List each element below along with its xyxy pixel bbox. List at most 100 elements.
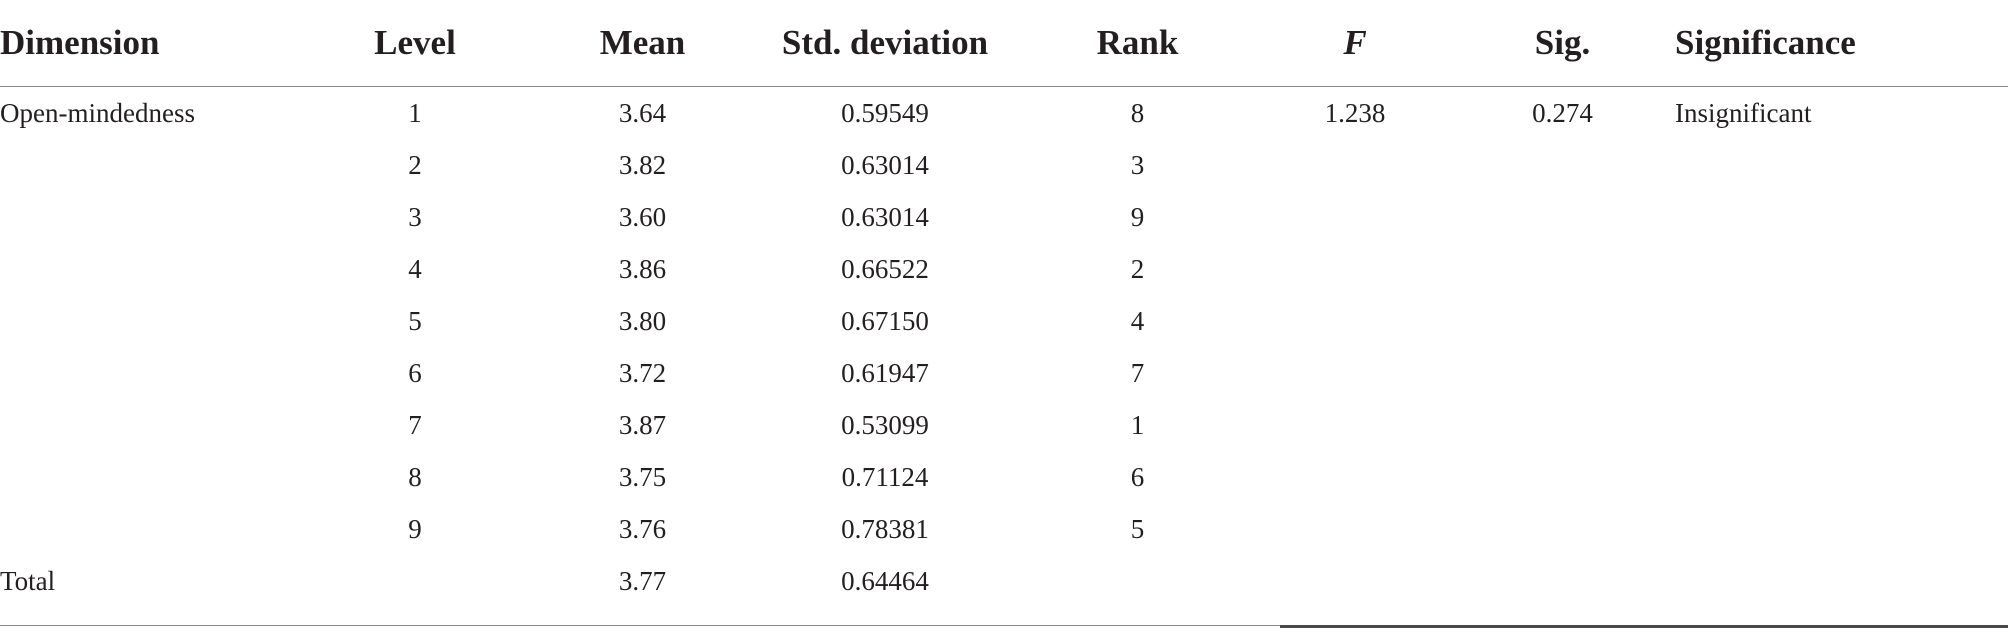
cell-significance — [1675, 555, 2008, 607]
table-body: Open-mindedness 1 3.64 0.59549 8 1.238 0.274 In… — [0, 87, 2008, 608]
cell-sig — [1450, 503, 1675, 555]
header-dimension: Dimension — [0, 0, 300, 87]
cell-significance — [1675, 191, 2008, 243]
cell-sig — [1450, 555, 1675, 607]
table-row: 9 3.76 0.78381 5 — [0, 503, 2008, 555]
cell-level: 2 — [408, 149, 422, 180]
cell-level — [300, 555, 530, 607]
cell-mean: 3.82 — [618, 149, 667, 180]
cell-mean: 3.77 — [618, 565, 667, 596]
cell-std-deviation: 0.59549 — [841, 97, 929, 128]
cell-level: 8 — [408, 461, 422, 492]
cell-dimension — [0, 347, 300, 399]
cell-sig — [1450, 295, 1675, 347]
cell-mean: 3.64 — [618, 97, 667, 128]
cell-rank: 8 — [1130, 97, 1145, 128]
table-row: 8 3.75 0.71124 6 — [0, 451, 2008, 503]
cell-std-deviation: 0.64464 — [841, 565, 929, 596]
table-row: Total 3.77 0.64464 — [0, 555, 2008, 607]
header-f-label: F — [1343, 23, 1367, 62]
cell-dimension: Open-mindedness — [0, 97, 195, 128]
table-row: 4 3.86 0.66522 2 — [0, 243, 2008, 295]
cell-std-deviation: 0.71124 — [841, 461, 929, 492]
cell-std-deviation: 0.63014 — [841, 201, 929, 232]
cell-significance: Insignificant — [1675, 97, 1812, 128]
header-mean: Mean — [530, 0, 755, 87]
cell-f — [1260, 347, 1450, 399]
cell-significance — [1675, 451, 2008, 503]
cell-f — [1260, 399, 1450, 451]
cell-dimension — [0, 399, 300, 451]
cell-std-deviation: 0.78381 — [841, 513, 929, 544]
cell-dimension — [0, 503, 300, 555]
cell-rank: 1 — [1130, 409, 1145, 440]
cell-std-deviation: 0.53099 — [841, 409, 929, 440]
cell-f — [1260, 243, 1450, 295]
cell-level: 3 — [408, 201, 422, 232]
cell-significance — [1675, 139, 2008, 191]
cell-mean: 3.72 — [618, 357, 667, 388]
table-row: 5 3.80 0.67150 4 — [0, 295, 2008, 347]
cell-sig: 0.274 — [1532, 97, 1593, 128]
cell-f — [1260, 191, 1450, 243]
cell-mean: 3.75 — [618, 461, 667, 492]
cell-f — [1260, 295, 1450, 347]
cell-std-deviation: 0.63014 — [841, 149, 929, 180]
cell-rank: 2 — [1130, 253, 1145, 284]
cell-std-deviation: 0.67150 — [841, 305, 929, 336]
cell-significance — [1675, 399, 2008, 451]
table-bottom-rule-accent — [1280, 625, 2008, 628]
cell-rank: 3 — [1130, 149, 1145, 180]
cell-sig — [1450, 347, 1675, 399]
cell-dimension: Total — [0, 565, 56, 596]
cell-significance — [1675, 347, 2008, 399]
table-row: 6 3.72 0.61947 7 — [0, 347, 2008, 399]
cell-significance — [1675, 295, 2008, 347]
cell-sig — [1450, 451, 1675, 503]
cell-level: 1 — [408, 97, 422, 128]
statistics-table: Dimension Level Mean Std. deviation Rank… — [0, 0, 2008, 608]
header-significance: Significance — [1675, 0, 2008, 87]
cell-mean: 3.86 — [618, 253, 667, 284]
cell-f — [1260, 555, 1450, 607]
cell-f — [1260, 451, 1450, 503]
cell-rank: 5 — [1130, 513, 1145, 544]
table-header: Dimension Level Mean Std. deviation Rank… — [0, 0, 2008, 87]
cell-std-deviation: 0.66522 — [841, 253, 929, 284]
cell-dimension — [0, 191, 300, 243]
header-std-deviation: Std. deviation — [755, 0, 1015, 87]
cell-mean: 3.76 — [618, 513, 667, 544]
header-f: F — [1260, 0, 1450, 87]
cell-dimension — [0, 295, 300, 347]
cell-significance — [1675, 243, 2008, 295]
table-bottom-rule — [0, 625, 2008, 626]
cell-level: 5 — [408, 305, 422, 336]
cell-dimension — [0, 451, 300, 503]
cell-rank: 6 — [1130, 461, 1145, 492]
table-row: Open-mindedness 1 3.64 0.59549 8 1.238 0.274 In… — [0, 87, 2008, 140]
cell-sig — [1450, 191, 1675, 243]
cell-level: 6 — [408, 357, 422, 388]
cell-mean: 3.87 — [618, 409, 667, 440]
cell-significance — [1675, 503, 2008, 555]
cell-level: 4 — [408, 253, 422, 284]
cell-level: 7 — [408, 409, 422, 440]
header-rank: Rank — [1015, 0, 1260, 87]
cell-sig — [1450, 139, 1675, 191]
table-row: 2 3.82 0.63014 3 — [0, 139, 2008, 191]
cell-sig — [1450, 399, 1675, 451]
header-level: Level — [300, 0, 530, 87]
table-row: 3 3.60 0.63014 9 — [0, 191, 2008, 243]
cell-sig — [1450, 243, 1675, 295]
cell-dimension — [0, 243, 300, 295]
cell-rank: 7 — [1130, 357, 1145, 388]
cell-dimension — [0, 139, 300, 191]
cell-f — [1260, 139, 1450, 191]
cell-rank — [1015, 555, 1260, 607]
table-row: 7 3.87 0.53099 1 — [0, 399, 2008, 451]
cell-f: 1.238 — [1324, 97, 1386, 128]
cell-level: 9 — [408, 513, 422, 544]
cell-std-deviation: 0.61947 — [841, 357, 929, 388]
header-row: Dimension Level Mean Std. deviation Rank… — [0, 0, 2008, 87]
